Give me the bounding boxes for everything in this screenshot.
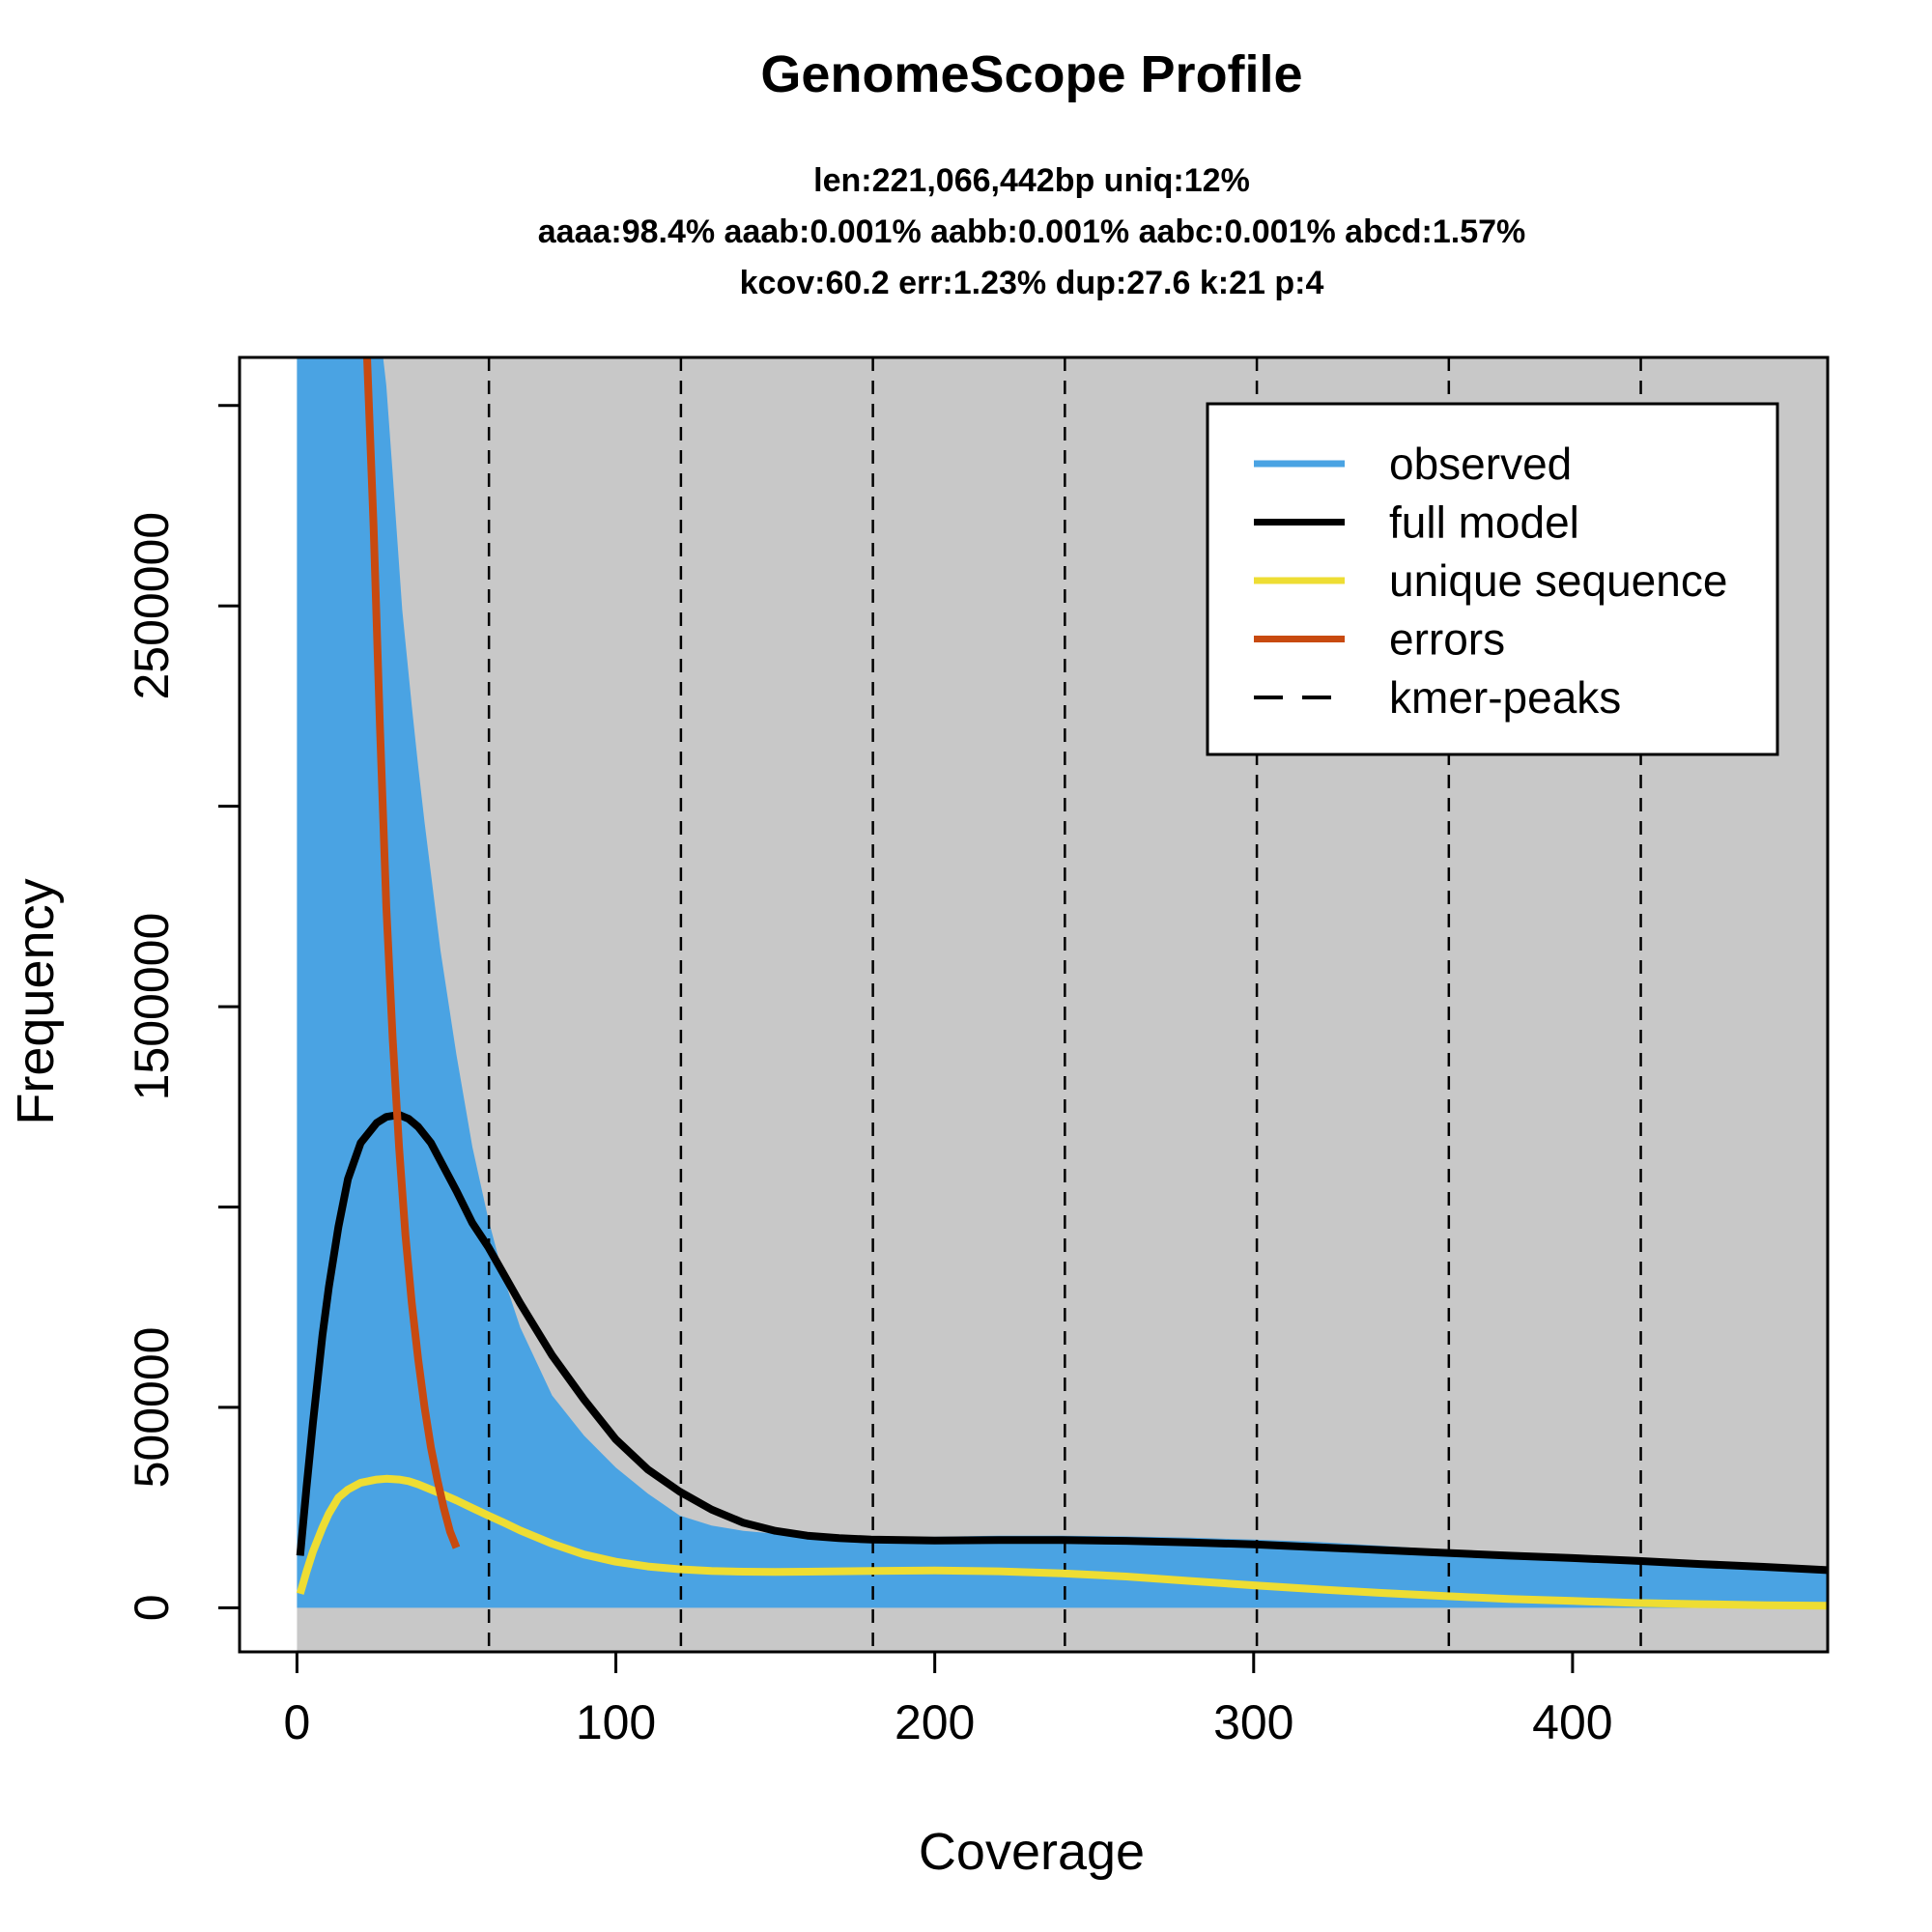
chart-title: GenomeScope Profile: [760, 45, 1302, 103]
unique-sequence-line: [296, 1474, 1828, 1610]
legend-label-full-model: full model: [1389, 497, 1579, 548]
chart-subtitle-line-1: len:221,066,442bp uniq:12%: [813, 162, 1250, 199]
plot-frame: [238, 355, 1830, 1654]
x-tick-label-0: 0: [284, 1695, 311, 1749]
legend-label-errors: errors: [1389, 614, 1505, 665]
full-model-line: [296, 1111, 1828, 1575]
y-tick-label-0: 0: [125, 1594, 179, 1621]
errors-line: [363, 357, 461, 1549]
chart-subtitle-line-2: aaaa:98.4% aaab:0.001% aabb:0.001% aabc:…: [538, 213, 1526, 250]
y-tick-label-500000: 500000: [125, 1327, 179, 1489]
x-axis-label: Coverage: [919, 1823, 1145, 1881]
observed-area: [297, 357, 1828, 1608]
x-tick-label-100: 100: [576, 1695, 656, 1749]
y-axis-label: Frequency: [7, 878, 65, 1124]
chart-subtitle-line-3: kcov:60.2 err:1.23% dup:27.6 k:21 p:4: [740, 265, 1324, 301]
x-tick-label-300: 300: [1213, 1695, 1293, 1749]
legend-label-observed: observed: [1389, 439, 1572, 489]
y-tick-label-1500000: 1500000: [125, 913, 179, 1101]
x-tick-label-200: 200: [895, 1695, 975, 1749]
x-tick-label-400: 400: [1532, 1695, 1612, 1749]
legend: observed full model unique sequence errors k…: [1206, 402, 1779, 756]
legend-label-kmer-peaks: kmer-peaks: [1389, 672, 1621, 723]
y-tick-label-2500000: 2500000: [125, 512, 179, 700]
legend-label-unique-sequence: unique sequence: [1389, 555, 1727, 606]
